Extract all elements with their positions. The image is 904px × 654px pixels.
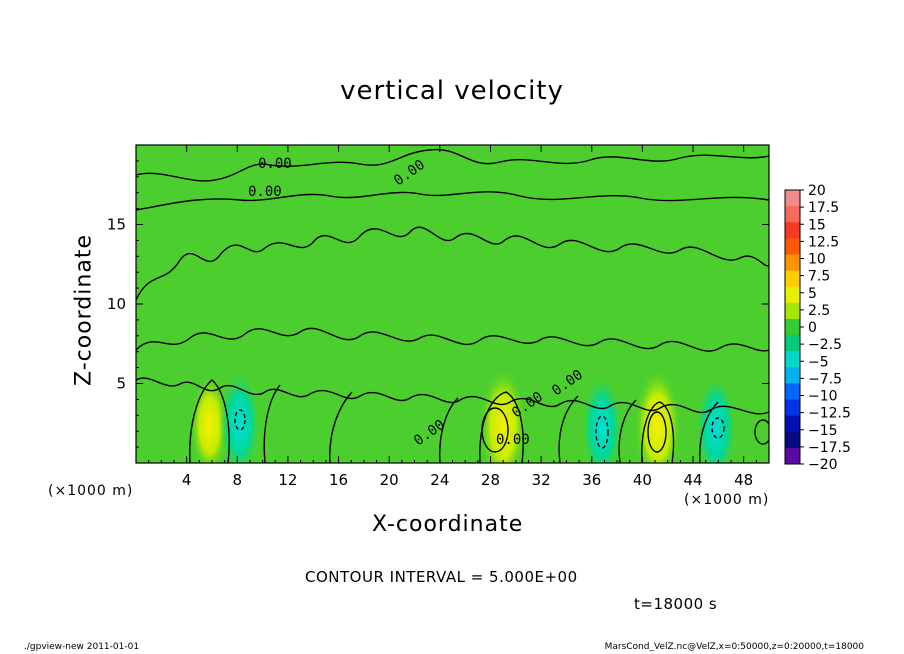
y-tick-label: 5: [116, 375, 126, 393]
updraft-column-right: [641, 401, 675, 463]
contour-line-mid: [136, 226, 769, 301]
colorbar-label: 10: [808, 252, 826, 268]
colorbar-label: 15: [808, 217, 826, 233]
y-tick-label: 15: [107, 216, 126, 234]
colorbar-label: −10: [808, 389, 838, 405]
colorbar-segment: [785, 447, 800, 465]
contour-line-low: [136, 327, 769, 352]
colorbar-segment: [785, 270, 800, 288]
colorbar-label: 17.5: [808, 200, 839, 216]
x-tick-label: 40: [633, 471, 652, 489]
chart-title: vertical velocity: [340, 76, 564, 106]
downdraft-shade-5: [580, 374, 623, 463]
x-tick-label: 36: [582, 471, 601, 489]
colorbar-label: 2.5: [808, 303, 830, 319]
contour-label: 0.00: [248, 184, 282, 200]
colorbar-segment: [785, 286, 800, 304]
field-shading: [190, 368, 737, 463]
x-tick-label: 44: [683, 471, 702, 489]
y-tick-label: 10: [107, 295, 126, 313]
colorbar-label: 20: [808, 183, 826, 199]
colorbar-segment: [785, 431, 800, 449]
x-tick-label: 8: [233, 471, 243, 489]
contour-column-e: [618, 399, 637, 463]
x-tick-label: 12: [278, 471, 297, 489]
colorbar-segment: [785, 415, 800, 433]
colorbar-segment: [785, 351, 800, 368]
contour-column-c: [438, 397, 459, 463]
colorbar-segment: [785, 318, 800, 336]
colorbar-label: 0: [808, 320, 817, 336]
contour-column-d: [558, 395, 579, 463]
downdraft-core-1: [234, 409, 246, 431]
updraft-core-1: [481, 407, 509, 453]
colorbar-segment: [785, 206, 800, 223]
x-tick-label: 32: [532, 471, 551, 489]
colorbar-label: −17.5: [808, 440, 851, 456]
colorbar-label: 5: [808, 286, 817, 302]
contour-line-upper: [136, 148, 769, 182]
y-axis: 5 10 15: [107, 160, 769, 448]
contour-lines: [136, 148, 769, 463]
colorbar-label: −5: [808, 354, 829, 370]
x-tick-label: 48: [734, 471, 753, 489]
updraft-shade-2: [479, 368, 527, 463]
contour-line-upper-2: [136, 191, 769, 211]
downdraft-core-3: [711, 417, 725, 439]
contour-column-f: [699, 401, 719, 463]
x-axis-label: X-coordinate: [372, 512, 524, 537]
colorbar-segment: [785, 190, 800, 207]
x-tick-label: 16: [329, 471, 348, 489]
colorbar-label: −15: [808, 423, 838, 439]
colorbar-label: −7.5: [808, 371, 842, 387]
contour-label: 0.00: [258, 156, 292, 172]
colorbar-label: 12.5: [808, 234, 839, 250]
colorbar-label: −12.5: [808, 406, 851, 422]
x-tick-label: 4: [182, 471, 192, 489]
x-tick-label: 28: [481, 471, 500, 489]
contour-label: 0.00: [496, 432, 530, 448]
colorbar-label: 7.5: [808, 269, 830, 285]
contour-column-a: [263, 384, 281, 463]
footer-left: ./gpview-new 2011-01-01: [24, 642, 140, 652]
colorbar-segment: [785, 367, 800, 384]
colorbar-segment: [785, 335, 800, 352]
colorbar-label: −20: [808, 457, 838, 473]
x-tick-label: 24: [430, 471, 449, 489]
downdraft-core-2: [595, 415, 609, 449]
x-tick-label: 20: [380, 471, 399, 489]
colorbar-segment: [785, 399, 800, 417]
updraft-column-left: [189, 379, 230, 463]
footer-right: MarsCond_VelZ.nc@VelZ,x=0:50000,z=0:2000…: [604, 642, 864, 652]
time-label: t=18000 s: [634, 595, 718, 613]
colorbar-segment: [785, 254, 800, 272]
updraft-shade-3: [634, 368, 681, 463]
x-axis-unit: (×1000 m): [684, 492, 770, 508]
contour-column-b: [329, 391, 353, 463]
y-axis-unit: (×1000 m): [48, 483, 134, 499]
contour-interval-note: CONTOUR INTERVAL = 5.000E+00: [305, 568, 578, 586]
colorbar-segment: [785, 238, 800, 255]
updraft-core-2: [647, 411, 667, 453]
contour-line-base: [136, 377, 769, 415]
colorbar-segment: [785, 222, 800, 239]
colorbar-label: −2.5: [808, 337, 842, 353]
y-axis-label: Z-coordinate: [71, 234, 97, 386]
updraft-core-3: [754, 419, 769, 445]
x-axis: 4 8 12 16 20 24 28 32 36 40 44 48: [148, 145, 757, 489]
colorbar-segment: [785, 383, 800, 401]
colorbar-segment: [785, 302, 800, 320]
